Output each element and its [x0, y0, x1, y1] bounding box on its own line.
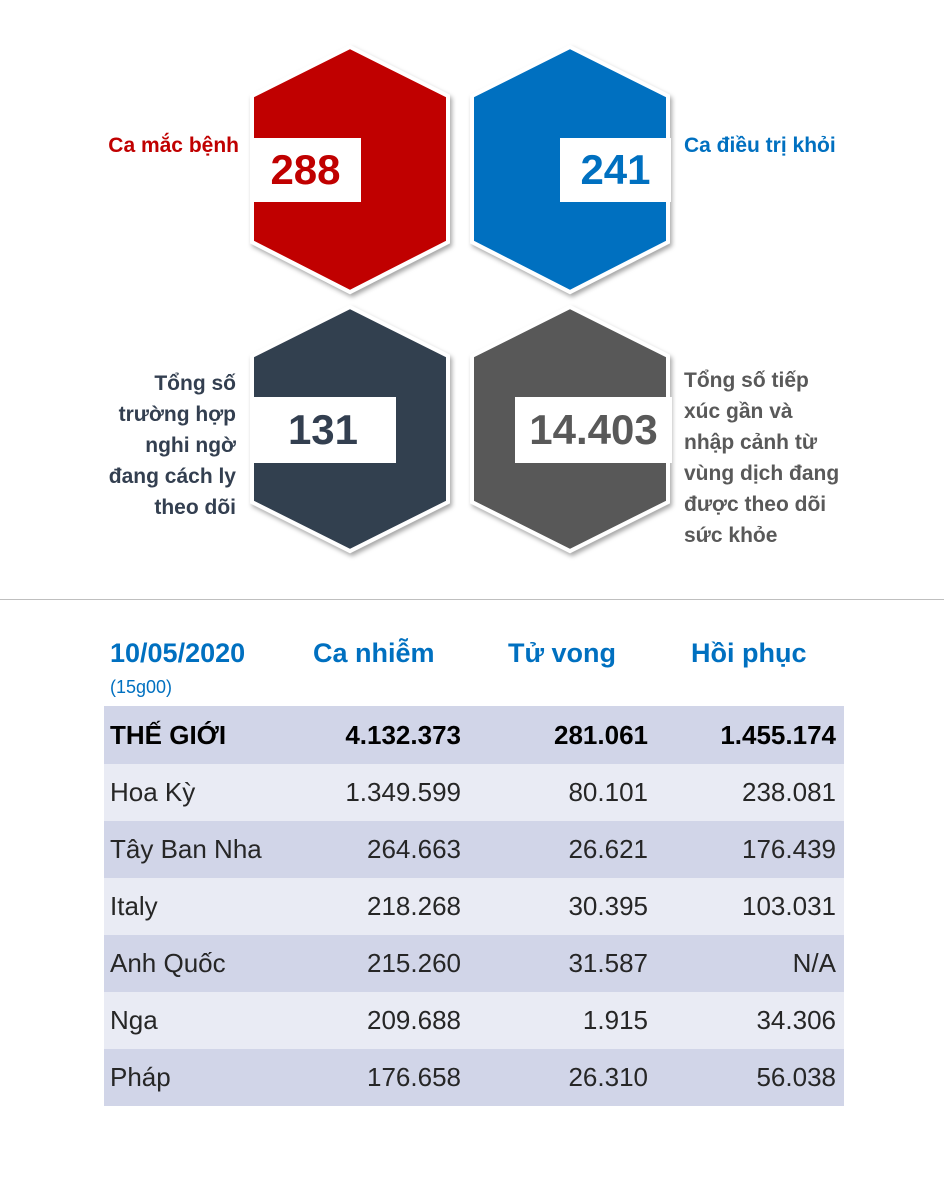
column-infected-header: Ca nhiễm [313, 638, 435, 668]
row-infected: 176.658 [367, 1062, 461, 1092]
row-infected: 264.663 [367, 834, 461, 864]
row-recovered: 103.031 [742, 891, 836, 921]
row-recovered: N/A [792, 948, 836, 978]
row-country: Anh Quốc [110, 948, 226, 978]
cases-value: 288 [250, 138, 361, 202]
table-row: Nga 209.688 1.915 34.306 [104, 992, 844, 1049]
monitored-label: Tổng số tiếp xúc gần và nhập cảnh từ vùn… [684, 369, 840, 547]
section-divider [0, 599, 944, 600]
row-infected: 4.132.373 [345, 719, 461, 750]
row-country: Nga [110, 1005, 158, 1035]
recovered-label: Ca điều trị khỏi [684, 134, 836, 157]
row-recovered: 56.038 [756, 1062, 836, 1092]
row-deaths: 31.587 [568, 948, 648, 978]
row-deaths: 26.310 [568, 1062, 648, 1092]
monitored-value: 14.403 [515, 397, 672, 463]
table-time: (15g00) [110, 677, 173, 697]
table-row-world: THẾ GIỚI 4.132.373 281.061 1.455.174 [104, 706, 844, 764]
cases-label: Ca mắc bệnh [108, 134, 239, 157]
table-row: Hoa Kỳ 1.349.599 80.101 238.081 [104, 764, 844, 821]
row-deaths: 80.101 [568, 777, 648, 807]
table-row: Pháp 176.658 26.310 56.038 [104, 1049, 844, 1106]
row-recovered: 176.439 [742, 834, 836, 864]
table-date: 10/05/2020 [110, 638, 246, 668]
suspected-value: 131 [250, 397, 396, 463]
row-country: Pháp [110, 1062, 171, 1092]
table-row: Tây Ban Nha 264.663 26.621 176.439 [104, 821, 844, 878]
row-infected: 209.688 [367, 1005, 461, 1035]
row-recovered: 238.081 [742, 777, 836, 807]
column-recovered-header: Hồi phục [691, 638, 807, 668]
table-row: Italy 218.268 30.395 103.031 [104, 878, 844, 935]
row-recovered: 34.306 [756, 1005, 836, 1035]
table-row: Anh Quốc 215.260 31.587 N/A [104, 935, 844, 992]
suspected-label: Tổng số trường hợp nghi ngờ đang cách ly… [108, 372, 236, 519]
row-recovered: 1.455.174 [720, 719, 836, 750]
row-deaths: 26.621 [568, 834, 648, 864]
row-country: THẾ GIỚI [110, 719, 227, 750]
row-deaths: 1.915 [582, 1005, 648, 1035]
row-deaths: 30.395 [568, 891, 648, 921]
row-deaths: 281.061 [554, 719, 648, 750]
row-infected: 218.268 [367, 891, 461, 921]
row-infected: 215.260 [367, 948, 461, 978]
row-infected: 1.349.599 [345, 777, 461, 807]
recovered-value: 241 [560, 138, 671, 202]
column-deaths-header: Tử vong [508, 638, 617, 668]
row-country: Italy [110, 891, 158, 921]
row-country: Tây Ban Nha [110, 834, 262, 864]
row-country: Hoa Kỳ [110, 777, 196, 807]
world-stats-table: THẾ GIỚI 4.132.373 281.061 1.455.174 Hoa… [104, 706, 844, 1106]
